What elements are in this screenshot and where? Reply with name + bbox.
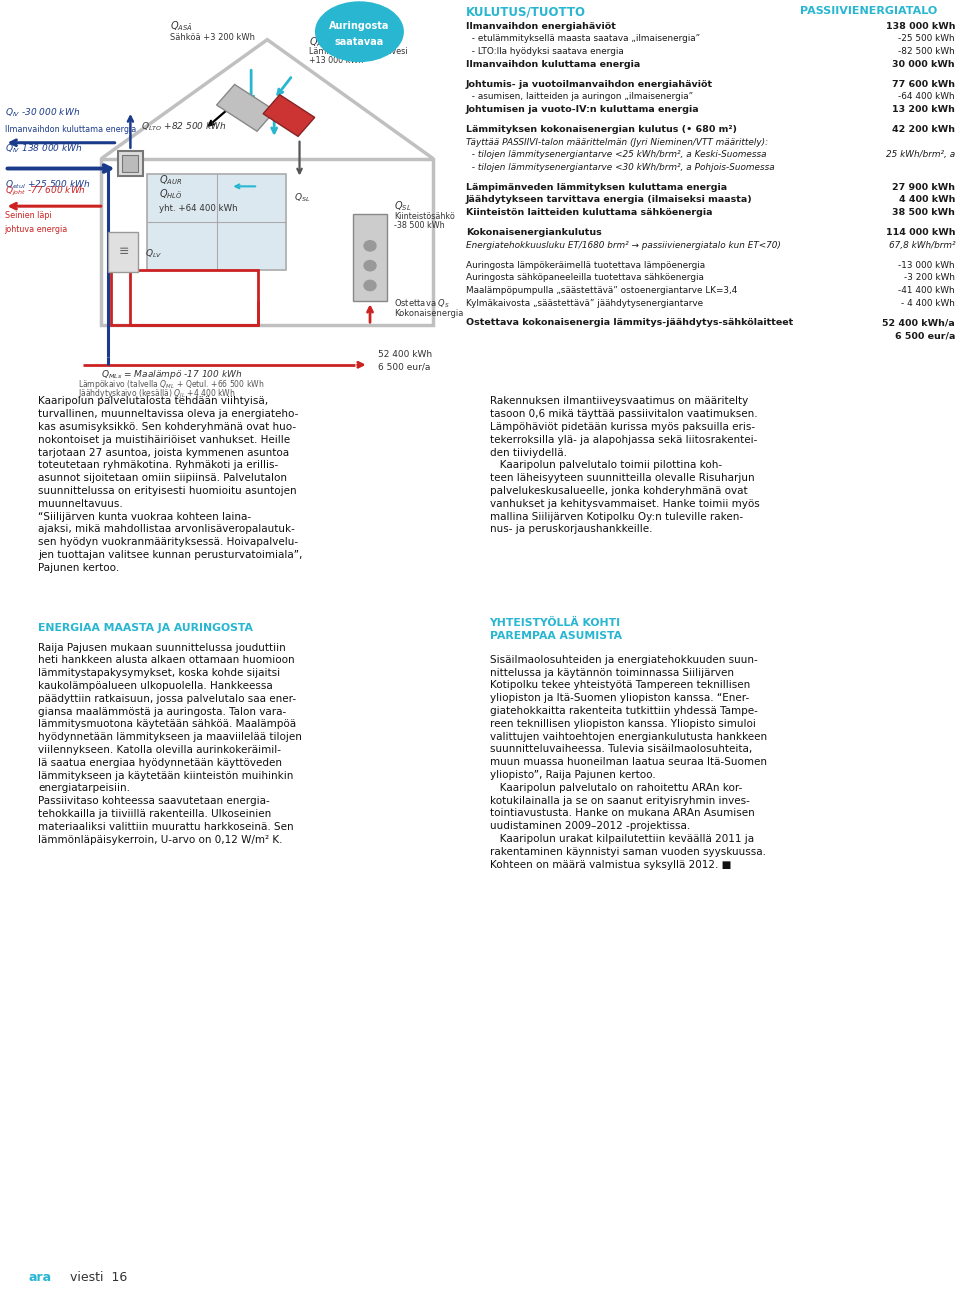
Text: Auringosta sähköpaneeleilla tuotettava sähköenergia: Auringosta sähköpaneeleilla tuotettava s… (466, 273, 704, 282)
Text: $Q_{MLs}$ = Maalämpö -17 100 kWh: $Q_{MLs}$ = Maalämpö -17 100 kWh (102, 368, 243, 381)
Text: $Q_{ASÄ}$: $Q_{ASÄ}$ (171, 20, 193, 32)
Text: -38 500 kWh: -38 500 kWh (394, 221, 444, 230)
Text: -64 400 kWh: -64 400 kWh (899, 92, 955, 101)
Text: Sähköä +3 200 kWh: Sähköä +3 200 kWh (171, 34, 255, 42)
Bar (217, 84, 276, 131)
Text: $Q_{etul}$ +25 500 kWh: $Q_{etul}$ +25 500 kWh (5, 178, 90, 191)
Text: $Q_{joht}$ -77 600 kWh: $Q_{joht}$ -77 600 kWh (5, 185, 85, 198)
Text: Lämpimänveden lämmityksen kuluttama energia: Lämpimänveden lämmityksen kuluttama ener… (466, 183, 727, 192)
Text: 6 500 eur/a: 6 500 eur/a (895, 332, 955, 341)
Text: - 4 400 kWh: - 4 400 kWh (901, 299, 955, 308)
Text: 6 500 eur/a: 6 500 eur/a (378, 363, 430, 372)
Text: YHTEISTYÖLLÄ KOHTI
PAREMPAA ASUMISTA: YHTEISTYÖLLÄ KOHTI PAREMPAA ASUMISTA (490, 619, 622, 641)
Text: Kiinteistösähkö: Kiinteistösähkö (394, 212, 455, 221)
Bar (352, 214, 387, 302)
Text: 67,8 kWh/brm²: 67,8 kWh/brm² (889, 240, 955, 250)
Text: KULUTUS/TUOTTO: KULUTUS/TUOTTO (466, 6, 586, 20)
Circle shape (364, 260, 376, 270)
Text: $Q_{LTO}$ +82 500 kWh: $Q_{LTO}$ +82 500 kWh (140, 121, 227, 133)
Text: -13 000 kWh: -13 000 kWh (899, 260, 955, 269)
Bar (148, 174, 286, 269)
Text: Ilmanvaihdon kuluttama energia: Ilmanvaihdon kuluttama energia (466, 60, 640, 69)
Text: Ilmanvaihdon kuluttama energia: Ilmanvaihdon kuluttama energia (5, 125, 136, 134)
Text: johtuva energia: johtuva energia (5, 225, 68, 234)
Text: 114 000 kWh: 114 000 kWh (885, 227, 955, 237)
Bar (102, 159, 433, 325)
Text: 38 500 kWh: 38 500 kWh (892, 208, 955, 217)
Text: Raija Pajusen mukaan suunnittelussa jouduttiin
heti hankkeen alusta alkaen ottam: Raija Pajusen mukaan suunnittelussa joud… (38, 642, 302, 845)
Text: 138 000 kWh: 138 000 kWh (885, 22, 955, 31)
Text: Kylmäkaivosta „säästettävä” jäähdytysenergiantarve: Kylmäkaivosta „säästettävä” jäähdytysene… (466, 299, 703, 308)
Text: Ilmanvaihdon energiahäviöt: Ilmanvaihdon energiahäviöt (466, 22, 615, 31)
Text: 4 400 kWh: 4 400 kWh (899, 195, 955, 204)
Text: Kaaripolun palvelutalosta tehdään viihtyisä,
turvallinen, muunneltavissa oleva j: Kaaripolun palvelutalosta tehdään viihty… (38, 396, 302, 573)
Text: -25 500 kWh: -25 500 kWh (899, 35, 955, 43)
Text: 52 400 kWh: 52 400 kWh (378, 351, 432, 359)
Text: ara: ara (29, 1271, 52, 1284)
Text: Ostettava $Q_S$: Ostettava $Q_S$ (394, 298, 450, 309)
Text: 30 000 kWh: 30 000 kWh (893, 60, 955, 69)
Text: $Q_{SL}$: $Q_{SL}$ (294, 192, 310, 204)
Text: Kiinteistön laitteiden kuluttama sähköenergia: Kiinteistön laitteiden kuluttama sähköen… (466, 208, 712, 217)
Text: $Q_{IV}$ 138 000 kWh: $Q_{IV}$ 138 000 kWh (5, 143, 83, 155)
Text: Auringosta lämpökeräimellä tuotettava lämpöenergia: Auringosta lämpökeräimellä tuotettava lä… (466, 260, 705, 269)
Text: Maalämpöpumpulla „säästettävä” ostoenergiantarve LK=3,4: Maalämpöpumpulla „säästettävä” ostoenerg… (466, 286, 737, 295)
Circle shape (364, 281, 376, 291)
Text: -41 400 kWh: -41 400 kWh (899, 286, 955, 295)
Text: Johtumisen ja vuoto-IV:n kuluttama energia: Johtumisen ja vuoto-IV:n kuluttama energ… (466, 105, 700, 114)
Text: Kokonaisenergia: Kokonaisenergia (394, 308, 464, 317)
Text: Täyttää PASSIIVI-talon määrittelmän (Jyri Nieminen/VTT määrittely):: Täyttää PASSIIVI-talon määrittelmän (Jyr… (466, 138, 768, 147)
Bar (110, 269, 258, 325)
Text: - tilojen lämmitysenergiantarve <25 kWh/brm², a Keski-Suomessa: - tilojen lämmitysenergiantarve <25 kWh/… (466, 151, 766, 160)
Text: Jäähdytyskaivo (kesällä) $Q_{JL}$ +4 400 kWh: Jäähdytyskaivo (kesällä) $Q_{JL}$ +4 400… (79, 387, 236, 402)
Text: -82 500 kWh: -82 500 kWh (899, 47, 955, 56)
Text: $Q_{HLÖ}$: $Q_{HLÖ}$ (159, 187, 182, 202)
Text: Ostettava kokonaisenergia lämmitys-jäähdytys-sähkölaitteet: Ostettava kokonaisenergia lämmitys-jäähd… (466, 318, 793, 328)
Text: PASSIIVIENERGIATALO: PASSIIVIENERGIATALO (801, 6, 938, 16)
Text: - tilojen lämmitysenergiantarve <30 kWh/brm², a Pohjois-Suomessa: - tilojen lämmitysenergiantarve <30 kWh/… (466, 162, 775, 172)
Bar (263, 95, 315, 136)
Text: Lämpökaivo (talvella $Q_{ML}$ + QetuI. +66 500 kWh: Lämpökaivo (talvella $Q_{ML}$ + QetuI. +… (79, 378, 265, 391)
Ellipse shape (316, 3, 403, 61)
Text: 27 900 kWh: 27 900 kWh (892, 183, 955, 192)
Text: $Q_{ALÄ}$: $Q_{ALÄ}$ (309, 35, 331, 48)
Text: Lämmitys ja lämminvesi: Lämmitys ja lämminvesi (309, 47, 407, 56)
Text: 52 400 kWh/a: 52 400 kWh/a (882, 318, 955, 328)
Text: 42 200 kWh: 42 200 kWh (892, 125, 955, 134)
Text: Rakennuksen ilmantiiveysvaatimus on määritelty
tasoon 0,6 mikä täyttää passiivit: Rakennuksen ilmantiiveysvaatimus on määr… (490, 396, 759, 534)
Text: - etulämmityksellä maasta saatava „ilmaisenergia”: - etulämmityksellä maasta saatava „ilmai… (466, 35, 700, 43)
Text: Kokonaisenergiankulutus: Kokonaisenergiankulutus (466, 227, 602, 237)
Text: viesti  16: viesti 16 (70, 1271, 127, 1284)
Text: 13 200 kWh: 13 200 kWh (892, 105, 955, 114)
Text: yht. +64 400 kWh: yht. +64 400 kWh (159, 204, 238, 213)
Text: Seinien läpi: Seinien läpi (5, 211, 51, 220)
Text: Sisäilmaolosuhteiden ja energiatehokkuuden suun-
nittelussa ja käytännön toiminn: Sisäilmaolosuhteiden ja energiatehokkuud… (490, 655, 767, 870)
Text: ≡: ≡ (118, 246, 129, 259)
Text: 25 kWh/brm², a: 25 kWh/brm², a (886, 151, 955, 160)
Bar (117, 151, 143, 177)
Text: -3 200 kWh: -3 200 kWh (904, 273, 955, 282)
Circle shape (364, 240, 376, 251)
Text: $Q_{IV}$ -30 000 kWh: $Q_{IV}$ -30 000 kWh (5, 107, 80, 120)
Text: - asumisen, laitteiden ja auringon „ilmaisenergia”: - asumisen, laitteiden ja auringon „ilma… (466, 92, 693, 101)
Text: Jäähdytykseen tarvittava energia (ilmaiseksi maasta): Jäähdytykseen tarvittava energia (ilmais… (466, 195, 753, 204)
Text: $Q_{LV}$: $Q_{LV}$ (145, 247, 162, 260)
Text: 77 600 kWh: 77 600 kWh (892, 79, 955, 88)
Text: - LTO:lla hyödyksi saatava energia: - LTO:lla hyödyksi saatava energia (466, 47, 624, 56)
Text: Auringosta: Auringosta (329, 21, 390, 31)
Bar (122, 155, 138, 173)
Text: saatavaa: saatavaa (335, 36, 384, 47)
Text: +13 000 kWh: +13 000 kWh (309, 56, 363, 65)
Text: $Q_{AUR}$: $Q_{AUR}$ (159, 173, 182, 187)
Text: Johtumis- ja vuotoilmanvaihdon energiahäviöt: Johtumis- ja vuotoilmanvaihdon energiahä… (466, 79, 713, 88)
Text: $Q_{SL}$: $Q_{SL}$ (394, 199, 411, 213)
Text: ENERGIAA MAASTA JA AURINGOSTA: ENERGIAA MAASTA JA AURINGOSTA (38, 623, 253, 633)
Text: Energiatehokkuusluku ET/1680 brm² → passiivienergiatalo kun ET<70): Energiatehokkuusluku ET/1680 brm² → pass… (466, 240, 780, 250)
Text: Lämmityksen kokonaisenergian kulutus (• 680 m²): Lämmityksen kokonaisenergian kulutus (• … (466, 125, 736, 134)
Bar (108, 231, 138, 272)
